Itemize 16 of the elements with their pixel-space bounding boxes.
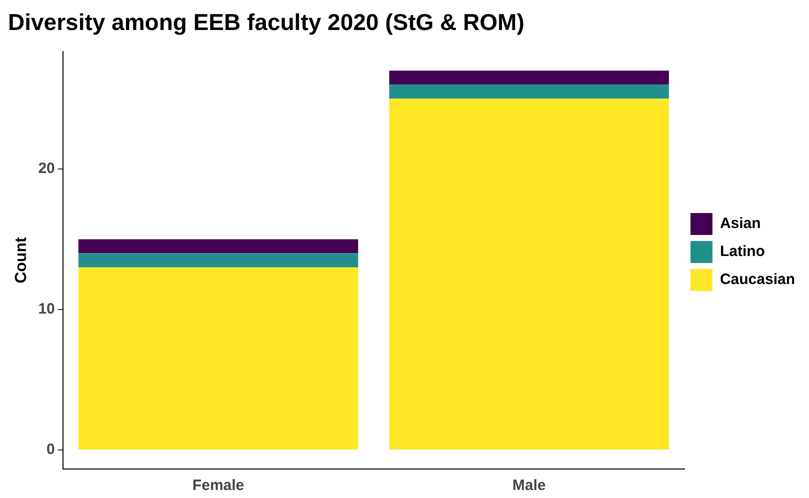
x-tick-label: Male [512, 477, 546, 494]
bar [78, 239, 358, 254]
y-axis-title: Count [13, 236, 30, 284]
y-tick-label: 10 [38, 300, 55, 318]
y-tick-label: 0 [46, 441, 55, 458]
y-tick-label: 20 [38, 160, 55, 178]
bar [389, 70, 669, 85]
bar [78, 267, 358, 450]
bar [389, 98, 669, 450]
x-tick-label: Female [192, 477, 244, 494]
legend-label: Asian [720, 215, 761, 232]
legend-label: Caucasian [720, 271, 796, 288]
chart-title: Diversity among EEB faculty 2020 (StG & ROM) [8, 9, 524, 36]
legend-label: Latino [720, 243, 765, 260]
bar [78, 253, 358, 268]
bar [389, 84, 669, 99]
